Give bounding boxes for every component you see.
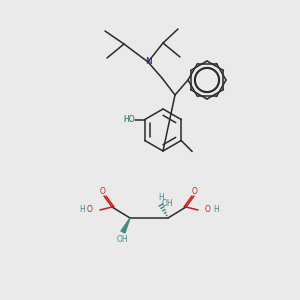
Text: O: O — [205, 206, 211, 214]
Text: O: O — [192, 187, 198, 196]
Text: HO: HO — [123, 115, 135, 124]
Text: H: H — [79, 206, 85, 214]
Text: N: N — [145, 58, 152, 67]
Text: OH: OH — [161, 200, 173, 208]
Text: H: H — [158, 193, 164, 202]
Text: OH: OH — [116, 236, 128, 244]
Text: HO: HO — [123, 115, 135, 124]
Text: O: O — [100, 187, 106, 196]
Polygon shape — [121, 218, 130, 233]
Text: H: H — [213, 206, 219, 214]
Text: O: O — [87, 206, 93, 214]
